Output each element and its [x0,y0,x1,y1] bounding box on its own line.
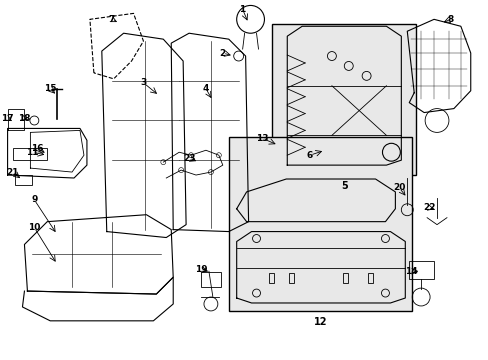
Text: 1: 1 [239,5,245,14]
Bar [343,273,347,283]
Bar [268,273,273,283]
Text: 4: 4 [203,84,209,93]
Text: 19: 19 [194,265,207,274]
Text: 23: 23 [183,154,195,163]
Bar [272,24,415,175]
Text: 21: 21 [6,167,19,176]
Text: 13: 13 [256,134,268,143]
Text: 14: 14 [404,267,417,276]
Text: 12: 12 [313,317,326,327]
Text: 2: 2 [219,49,225,58]
Text: 5: 5 [340,181,347,191]
Bar [228,138,411,311]
Bar [367,273,372,283]
Text: 3: 3 [140,78,146,87]
Bar [288,273,293,283]
Text: 7: 7 [108,15,115,24]
Text: 18: 18 [18,114,31,123]
Bar [13,148,47,160]
Bar [201,272,221,287]
Bar [408,261,433,279]
Text: 16: 16 [31,144,43,153]
Text: 11: 11 [26,148,39,157]
Text: 8: 8 [447,15,453,24]
Text: 9: 9 [31,195,38,204]
Text: 15: 15 [44,84,57,93]
Text: 20: 20 [392,184,405,193]
Text: 17: 17 [1,114,14,123]
Bar [15,175,32,185]
Text: 10: 10 [28,223,41,232]
Text: 22: 22 [422,203,434,212]
Text: 6: 6 [306,151,313,160]
